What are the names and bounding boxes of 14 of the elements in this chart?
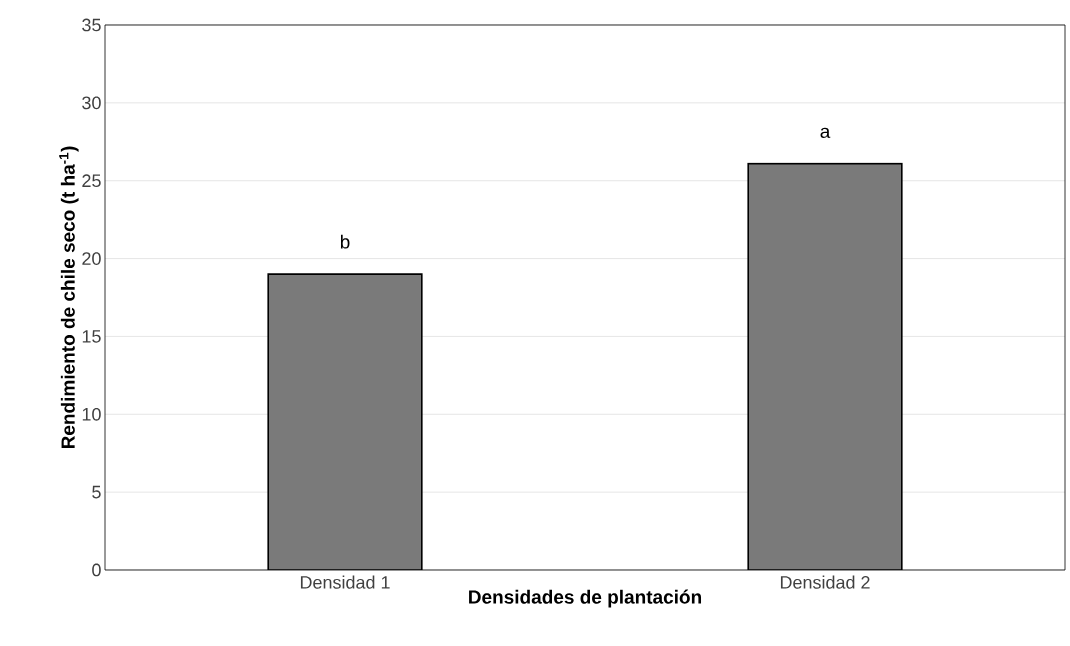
y-tick-label: 30 [82, 96, 101, 110]
y-tick-label: 25 [82, 174, 101, 188]
x-tick-label: Densidad 2 [780, 575, 870, 589]
annotation: b [340, 234, 350, 249]
y-tick-label: 35 [82, 18, 101, 32]
y-tick-label: 15 [82, 330, 101, 343]
y-tick-label: 10 [82, 407, 101, 421]
annotation: a [820, 127, 831, 139]
x-axis-title: Densidades de plantación [469, 589, 702, 608]
y-tick-label: 0 [92, 563, 101, 577]
y-tick-label: 5 [92, 485, 101, 499]
x-tick-label: Densidad 1 [300, 575, 390, 589]
y-tick-label: 20 [82, 252, 101, 265]
y-axis-title: Rendimiento de chile seco (t ha$^{-1}$) [59, 146, 79, 449]
